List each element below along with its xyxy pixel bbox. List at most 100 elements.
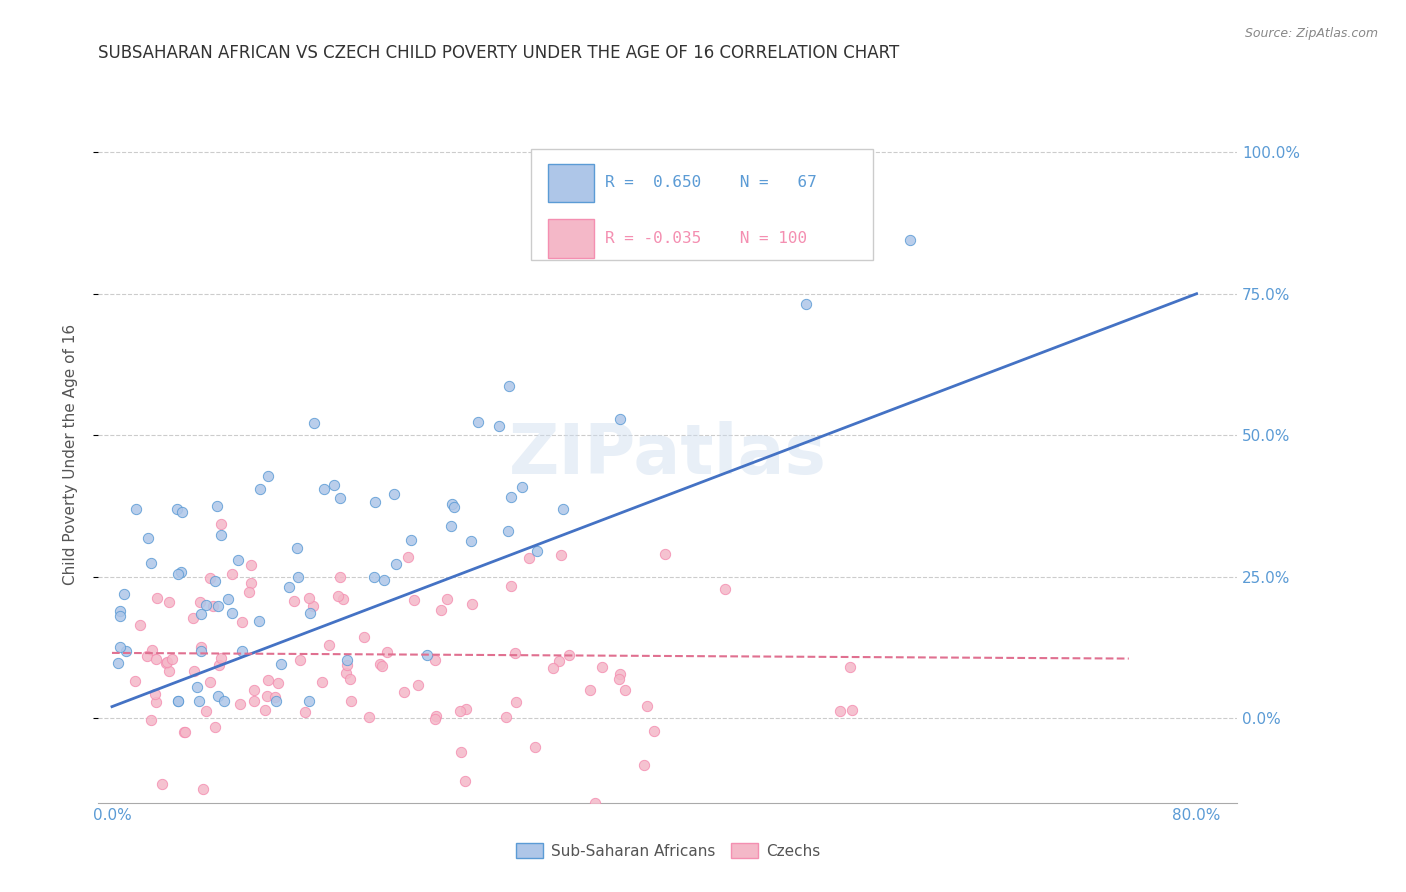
Point — [190, 640, 212, 654]
Point — [583, 796, 606, 810]
Point — [399, 533, 422, 547]
Point — [188, 595, 211, 609]
Point — [609, 667, 631, 681]
Text: ZIPatlas: ZIPatlas — [509, 421, 827, 489]
Point — [382, 487, 405, 501]
Point — [170, 505, 193, 519]
Point — [173, 725, 195, 739]
Point — [614, 683, 637, 698]
Point — [167, 567, 190, 582]
Point — [328, 589, 350, 603]
Point — [498, 379, 520, 393]
Bar — [548, 164, 593, 202]
Point — [454, 702, 477, 716]
Point — [208, 657, 231, 672]
Point — [141, 643, 163, 657]
Point — [145, 695, 167, 709]
Point — [298, 591, 321, 606]
Point — [162, 652, 184, 666]
Point — [264, 694, 287, 708]
Point — [167, 694, 190, 708]
Point — [221, 606, 243, 620]
Point — [136, 648, 159, 663]
Point — [283, 594, 305, 608]
Point — [277, 580, 299, 594]
Point — [257, 469, 280, 483]
Point — [541, 661, 564, 675]
Point — [204, 720, 226, 734]
Point — [287, 570, 309, 584]
Text: R = -0.035    N = 100: R = -0.035 N = 100 — [605, 231, 807, 246]
Point — [713, 582, 735, 596]
Point — [186, 680, 208, 694]
Point — [314, 482, 336, 496]
Point — [329, 570, 352, 584]
Point — [440, 519, 463, 533]
Text: Source: ZipAtlas.com: Source: ZipAtlas.com — [1244, 27, 1378, 40]
Point — [167, 694, 190, 708]
Point — [115, 644, 138, 658]
Point — [841, 703, 863, 717]
Point — [336, 653, 359, 667]
Point — [143, 687, 166, 701]
Point — [173, 724, 195, 739]
Point — [425, 709, 447, 723]
Point — [373, 574, 395, 588]
Point — [329, 491, 352, 505]
Bar — [548, 219, 593, 258]
Point — [318, 638, 340, 652]
Point — [460, 533, 482, 548]
Point — [423, 712, 446, 726]
Point — [609, 412, 631, 426]
Point — [238, 584, 260, 599]
Point — [302, 416, 325, 430]
Point — [526, 543, 548, 558]
Point — [523, 740, 546, 755]
Point — [461, 597, 484, 611]
Point — [591, 660, 613, 674]
Point — [253, 703, 276, 717]
Point — [156, 655, 179, 669]
Point — [449, 705, 471, 719]
Point — [547, 654, 569, 668]
Point — [550, 548, 572, 562]
Point — [450, 745, 472, 759]
Point — [501, 579, 523, 593]
Point — [170, 565, 193, 579]
Point — [267, 676, 290, 690]
Point — [270, 657, 292, 671]
Point — [392, 685, 415, 699]
Point — [579, 683, 602, 698]
Point — [364, 494, 387, 508]
Point — [107, 657, 129, 671]
Point — [385, 557, 408, 571]
Point — [207, 599, 229, 613]
Point — [551, 502, 574, 516]
Point — [654, 547, 676, 561]
Point — [209, 516, 232, 531]
Point — [190, 644, 212, 658]
Point — [406, 678, 429, 692]
Point — [796, 296, 818, 310]
Point — [249, 614, 271, 628]
Point — [501, 490, 523, 504]
Point — [416, 648, 439, 663]
Point — [643, 723, 665, 738]
Point — [226, 553, 249, 567]
Point — [195, 598, 218, 612]
Point — [193, 781, 215, 796]
Point — [467, 415, 489, 429]
Point — [298, 606, 321, 620]
Point — [311, 675, 333, 690]
Point — [157, 665, 180, 679]
Point — [294, 705, 316, 719]
Text: SUBSAHARAN AFRICAN VS CZECH CHILD POVERTY UNDER THE AGE OF 16 CORRELATION CHART: SUBSAHARAN AFRICAN VS CZECH CHILD POVERT… — [98, 45, 900, 62]
Point — [229, 697, 252, 711]
Point — [188, 694, 211, 708]
Point — [240, 575, 263, 590]
Point — [112, 587, 135, 601]
Point — [290, 653, 312, 667]
Point — [898, 233, 921, 247]
Point — [436, 592, 458, 607]
Point — [339, 672, 361, 686]
